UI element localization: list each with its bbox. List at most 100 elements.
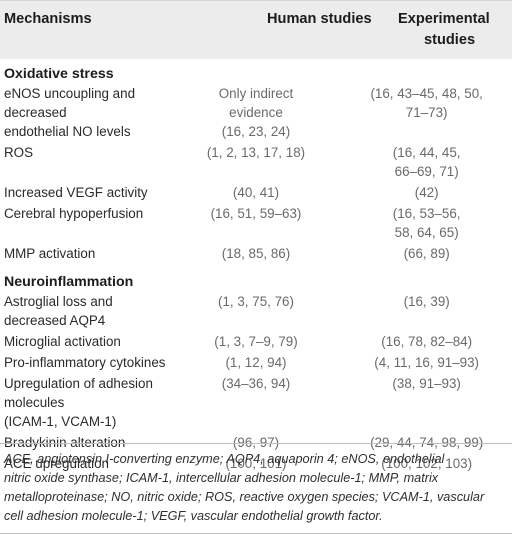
mechanism-cell-line: Bradykinin alteration — [4, 435, 126, 450]
mechanism-cell: Cerebral hypoperfusion — [0, 204, 171, 244]
experimental-studies-cell-line: (66, 89) — [403, 246, 450, 261]
table-row: ROS (1, 2, 13, 17, 18) (16, 44, 45, 66–69, … — [0, 143, 512, 183]
footnote-line: ACE, angiotensin I-converting enzyme; AQ… — [4, 452, 445, 466]
human-studies-cell-line: (16, 23, 24) — [221, 124, 291, 139]
mechanism-cell-line: endothelial NO levels — [4, 124, 131, 139]
experimental-studies-cell: (100, 102, 103) — [341, 454, 512, 475]
experimental-studies-cell: (4, 11, 16, 91–93) — [341, 353, 512, 374]
mechanism-cell: Pro-inflammatory cytokines — [0, 353, 171, 374]
mechanism-cell: ACE upregulation — [0, 454, 171, 475]
experimental-studies-cell-line: (4, 11, 16, 91–93) — [374, 355, 480, 370]
human-studies-cell-line: (1, 12, 94) — [225, 355, 287, 370]
experimental-studies-cell-line: 66–69, 71) — [394, 164, 459, 179]
mechanism-cell: Microglial activation — [0, 332, 171, 353]
mechanism-cell-line: MMP activation — [4, 246, 96, 261]
human-studies-cell-line: (40, 41) — [232, 185, 280, 200]
header-experimental: Experimental — [398, 11, 490, 27]
human-studies-cell: (1, 12, 94) — [171, 353, 342, 374]
experimental-studies-cell-line: 58, 64, 65) — [394, 225, 459, 240]
human-studies-cell: (16, 51, 59–63) — [171, 204, 342, 244]
section-title: Neuroinflammation — [4, 274, 134, 290]
table-row: eNOS uncoupling and decreased endothelial… — [0, 84, 512, 143]
footnote-line: cell adhesion molecule-1; VEGF, vascular… — [4, 509, 383, 523]
human-studies-cell-line: (100, 101) — [225, 456, 287, 471]
header-human-studies: Human studies — [267, 11, 372, 27]
experimental-studies-cell-line: (42) — [414, 185, 439, 200]
mechanism-cell: eNOS uncoupling and decreased endothelial… — [0, 84, 171, 143]
section-header-row: Neuroinflammation — [0, 265, 512, 292]
experimental-studies-cell-line: 71–73) — [405, 105, 448, 120]
human-studies-cell: (96, 97) — [171, 433, 342, 454]
table-header: Mechanisms Human studies Experimental st… — [0, 0, 512, 59]
table-row: Cerebral hypoperfusion (16, 51, 59–63) (16… — [0, 204, 512, 244]
human-studies-cell-line: (16, 51, 59–63) — [210, 206, 302, 221]
experimental-studies-cell-line: (16, 39) — [403, 294, 450, 309]
mechanism-cell: MMP activation — [0, 244, 171, 265]
human-studies-cell-line: (1, 3, 7–9, 79) — [214, 334, 298, 349]
human-studies-cell-line: (1, 2, 13, 17, 18) — [206, 145, 306, 160]
human-studies-cell: (1, 3, 75, 76) — [171, 292, 342, 332]
experimental-studies-cell: (16, 39) — [341, 292, 512, 332]
mechanism-cell-line: Pro-inflammatory cytokines — [4, 355, 166, 370]
mechanism-cell-line: (ICAM-1, VCAM-1) — [4, 414, 117, 429]
mechanism-cell-line: Increased VEGF activity — [4, 185, 148, 200]
mechanism-cell: Astroglial loss and decreased AQP4 — [0, 292, 171, 332]
human-studies-cell: (100, 101) — [171, 454, 342, 475]
footnote-line: nitric oxide synthase; ICAM-1, intercell… — [4, 471, 439, 485]
human-studies-cell-line: Only indirect — [218, 86, 294, 101]
table-row: Bradykinin alteration (96, 97) (29, 44, 74… — [0, 433, 512, 454]
table-row: Increased VEGF activity (40, 41) (42) — [0, 183, 512, 204]
experimental-studies-cell-line: (16, 53–56, — [392, 206, 461, 221]
mechanism-cell-line: Cerebral hypoperfusion — [4, 206, 144, 221]
experimental-studies-cell: (16, 44, 45, 66–69, 71) — [341, 143, 512, 183]
human-studies-cell: (1, 3, 7–9, 79) — [171, 332, 342, 353]
human-studies-cell-line: (34–36, 94) — [221, 376, 291, 391]
human-studies-cell: (1, 2, 13, 17, 18) — [171, 143, 342, 183]
human-studies-cell-line: (1, 3, 75, 76) — [218, 294, 294, 309]
table-row: ACE upregulation (100, 101) (100, 102, 103… — [0, 454, 512, 475]
section-title: Oxidative stress — [4, 66, 114, 82]
mechanism-cell: ROS — [0, 143, 171, 183]
table-row: Microglial activation (1, 3, 7–9, 79) (16,… — [0, 332, 512, 353]
experimental-studies-cell: (38, 91–93) — [341, 374, 512, 433]
header-studies: studies — [424, 32, 476, 48]
mechanism-cell: Increased VEGF activity — [0, 183, 171, 204]
mechanism-cell-line: ROS — [4, 145, 34, 160]
mechanism-cell-line: eNOS uncoupling and decreased — [4, 86, 136, 120]
experimental-studies-cell: (42) — [341, 183, 512, 204]
table-row: Upregulation of adhesion molecules (ICAM-… — [0, 374, 512, 433]
table-body: Oxidative stress eNOS uncoupling and decr… — [0, 59, 512, 475]
experimental-studies-cell: (29, 44, 74, 98, 99) — [341, 433, 512, 454]
section-header-row: Oxidative stress — [0, 59, 512, 84]
human-studies-cell: (34–36, 94) — [171, 374, 342, 433]
mechanism-cell: Bradykinin alteration — [0, 433, 171, 454]
mechanism-cell-line: Astroglial loss and decreased AQP4 — [4, 294, 113, 328]
experimental-studies-cell: (16, 43–45, 48, 50, 71–73) — [341, 84, 512, 143]
experimental-studies-cell: (66, 89) — [341, 244, 512, 265]
experimental-studies-cell-line: (100, 102, 103) — [381, 456, 473, 471]
experimental-studies-cell-line: (38, 91–93) — [392, 376, 461, 391]
human-studies-cell-line: (96, 97) — [232, 435, 280, 450]
table-footnote: ACE, angiotensin I-converting enzyme; AQ… — [0, 443, 512, 534]
mechanism-cell: Upregulation of adhesion molecules (ICAM-… — [0, 374, 171, 433]
human-studies-cell: (18, 85, 86) — [171, 244, 342, 265]
experimental-studies-cell: (16, 53–56, 58, 64, 65) — [341, 204, 512, 244]
table-row: MMP activation (18, 85, 86) (66, 89) — [0, 244, 512, 265]
table-row: Astroglial loss and decreased AQP4 (1, 3,… — [0, 292, 512, 332]
human-studies-cell-line: evidence — [229, 105, 283, 120]
experimental-studies-cell-line: (16, 78, 82–84) — [381, 334, 473, 349]
header-mechanisms: Mechanisms — [4, 11, 92, 27]
table-row: Pro-inflammatory cytokines (1, 12, 94) (4,… — [0, 353, 512, 374]
mechanism-cell-line: ACE upregulation — [4, 456, 109, 471]
experimental-studies-cell-line: (16, 43–45, 48, 50, — [370, 86, 483, 101]
experimental-studies-cell-line: (29, 44, 74, 98, 99) — [370, 435, 484, 450]
human-studies-cell: (40, 41) — [171, 183, 342, 204]
human-studies-cell-line: (18, 85, 86) — [221, 246, 291, 261]
experimental-studies-cell-line: (16, 44, 45, — [392, 145, 461, 160]
experimental-studies-cell: (16, 78, 82–84) — [341, 332, 512, 353]
footnote-line: metalloproteinase; NO, nitric oxide; ROS… — [4, 490, 485, 504]
mechanism-cell-line: Upregulation of adhesion molecules — [4, 376, 153, 410]
human-studies-cell: Only indirect evidence (16, 23, 24) — [171, 84, 342, 143]
mechanism-cell-line: Microglial activation — [4, 334, 121, 349]
